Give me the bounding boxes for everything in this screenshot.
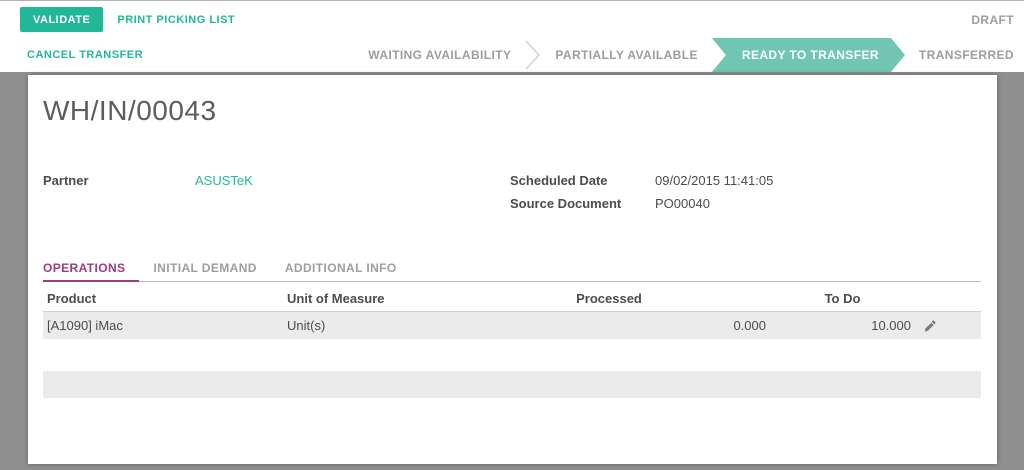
column-header-to-do: To Do [770, 287, 915, 312]
table-row[interactable]: [A1090] iMac Unit(s) 0.000 10.000 [43, 311, 981, 339]
cell-unit-of-measure: Unit(s) [283, 311, 448, 339]
column-header-processed: Processed [448, 287, 770, 312]
status-step-transferred: TRANSFERRED [918, 48, 1014, 62]
partner-value-link[interactable]: ASUSTeK [195, 173, 253, 188]
status-step-ready-to-transfer: READY TO TRANSFER [712, 38, 905, 72]
status-step-waiting-availability: WAITING AVAILABILITY [368, 48, 512, 62]
draft-status-label: DRAFT [971, 12, 1014, 27]
table-header-row: Product Unit of Measure Processed To Do [43, 287, 981, 312]
print-picking-list-button[interactable]: PRINT PICKING LIST [117, 13, 236, 26]
source-document-value: PO00040 [655, 196, 710, 211]
cell-processed: 0.000 [448, 311, 770, 339]
cell-edit [915, 311, 981, 339]
operations-table: Product Unit of Measure Processed To Do … [43, 287, 981, 339]
status-pipeline: WAITING AVAILABILITY PARTIALLY AVAILABLE… [354, 38, 1024, 72]
empty-list-placeholder [43, 371, 981, 398]
tab-additional-info[interactable]: ADDITIONAL INFO [284, 261, 397, 275]
partner-label: Partner [43, 173, 89, 188]
validate-button[interactable]: VALIDATE [20, 7, 104, 32]
cancel-transfer-button[interactable]: CANCEL TRANSFER [27, 49, 144, 61]
chevron-right-icon [525, 40, 541, 70]
scheduled-date-value: 09/02/2015 11:41:05 [655, 173, 774, 188]
cell-product: [A1090] iMac [43, 311, 283, 339]
column-header-edit [915, 287, 981, 312]
status-step-partially-available: PARTIALLY AVAILABLE [555, 48, 698, 62]
column-header-unit-of-measure: Unit of Measure [283, 287, 448, 312]
top-action-bar: VALIDATE PRINT PICKING LIST DRAFT [0, 0, 1024, 38]
form-sheet: WH/IN/00043 Partner ASUSTeK Scheduled Da… [28, 75, 997, 464]
tab-operations[interactable]: OPERATIONS [43, 255, 139, 282]
column-header-product: Product [43, 287, 283, 312]
cell-to-do: 10.000 [770, 311, 915, 339]
page-title: WH/IN/00043 [43, 95, 217, 126]
status-bar: CANCEL TRANSFER WAITING AVAILABILITY PAR… [0, 38, 1024, 72]
pencil-edit-icon[interactable] [923, 319, 937, 333]
tab-initial-demand[interactable]: INITIAL DEMAND [153, 261, 257, 275]
status-step-label: READY TO TRANSFER [741, 48, 879, 62]
source-document-label: Source Document [510, 196, 622, 211]
notebook-tabs: OPERATIONS INITIAL DEMAND ADDITIONAL INF… [43, 255, 981, 282]
scheduled-date-label: Scheduled Date [510, 173, 608, 188]
